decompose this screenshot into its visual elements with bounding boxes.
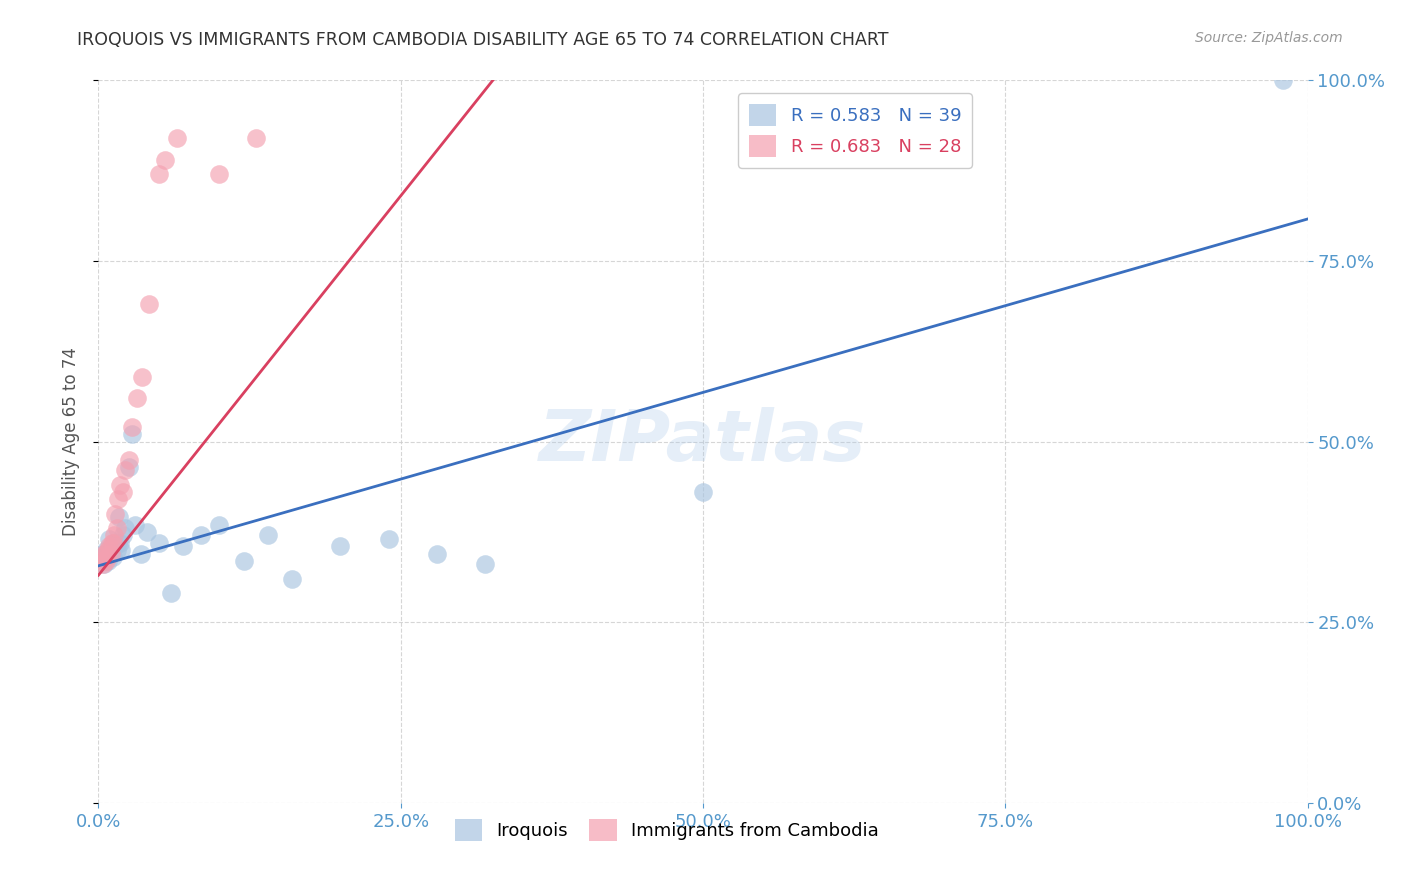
- Point: [426, 547, 449, 561]
- Point: [107, 535, 129, 549]
- Point: [118, 452, 141, 467]
- Point: [103, 528, 125, 542]
- Point: [232, 554, 254, 568]
- Point: [94, 542, 117, 557]
- Y-axis label: Disability Age 65 to 74: Disability Age 65 to 74: [62, 347, 80, 536]
- Point: [377, 532, 399, 546]
- Point: [108, 535, 131, 549]
- Point: [108, 478, 131, 492]
- Point: [692, 485, 714, 500]
- Point: [148, 535, 170, 549]
- Point: [98, 539, 121, 553]
- Text: IROQUOIS VS IMMIGRANTS FROM CAMBODIA DISABILITY AGE 65 TO 74 CORRELATION CHART: IROQUOIS VS IMMIGRANTS FROM CAMBODIA DIS…: [77, 31, 889, 49]
- Point: [108, 510, 131, 524]
- Point: [101, 550, 124, 565]
- Point: [96, 550, 118, 565]
- Point: [100, 547, 122, 561]
- Point: [138, 297, 160, 311]
- Point: [121, 427, 143, 442]
- Point: [91, 550, 114, 565]
- Point: [105, 521, 128, 535]
- Point: [100, 535, 122, 549]
- Point: [281, 572, 304, 586]
- Point: [111, 485, 134, 500]
- Point: [107, 492, 129, 507]
- Point: [91, 547, 114, 561]
- Point: [121, 420, 143, 434]
- Point: [101, 535, 124, 549]
- Point: [97, 554, 120, 568]
- Point: [105, 542, 128, 557]
- Text: Source: ZipAtlas.com: Source: ZipAtlas.com: [1195, 31, 1343, 45]
- Text: ZIPatlas: ZIPatlas: [540, 407, 866, 476]
- Point: [129, 547, 152, 561]
- Point: [91, 558, 114, 572]
- Point: [118, 459, 141, 474]
- Point: [94, 554, 117, 568]
- Point: [93, 547, 115, 561]
- Point: [114, 521, 136, 535]
- Point: [1272, 73, 1295, 87]
- Point: [90, 554, 112, 568]
- Point: [329, 539, 352, 553]
- Point: [98, 532, 121, 546]
- Legend: Iroquois, Immigrants from Cambodia: Iroquois, Immigrants from Cambodia: [447, 812, 886, 848]
- Point: [110, 542, 132, 557]
- Point: [114, 463, 136, 477]
- Point: [97, 542, 120, 557]
- Point: [124, 517, 146, 532]
- Point: [208, 167, 231, 181]
- Point: [160, 586, 183, 600]
- Point: [245, 131, 267, 145]
- Point: [131, 369, 153, 384]
- Point: [135, 524, 157, 539]
- Point: [103, 535, 125, 549]
- Point: [104, 539, 127, 553]
- Point: [190, 528, 212, 542]
- Point: [96, 550, 118, 565]
- Point: [127, 391, 149, 405]
- Point: [93, 558, 115, 572]
- Point: [153, 153, 176, 167]
- Point: [104, 507, 127, 521]
- Point: [111, 528, 134, 542]
- Point: [166, 131, 188, 145]
- Point: [474, 558, 496, 572]
- Point: [172, 539, 194, 553]
- Point: [148, 167, 170, 181]
- Point: [100, 539, 122, 553]
- Point: [100, 547, 122, 561]
- Point: [256, 528, 278, 542]
- Point: [90, 554, 112, 568]
- Point: [208, 517, 231, 532]
- Point: [91, 550, 114, 565]
